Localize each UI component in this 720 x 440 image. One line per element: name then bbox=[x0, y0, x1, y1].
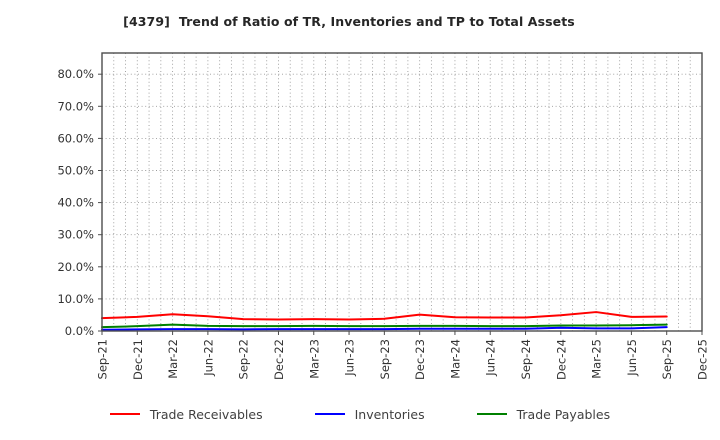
svg-text:Mar-25: Mar-25 bbox=[590, 339, 604, 379]
svg-text:Dec-25: Dec-25 bbox=[696, 339, 710, 380]
legend-line-swatch-blue bbox=[314, 413, 345, 415]
svg-text:60.0%: 60.0% bbox=[57, 131, 94, 145]
svg-text:50.0%: 50.0% bbox=[57, 163, 94, 177]
svg-text:40.0%: 40.0% bbox=[57, 196, 94, 210]
svg-text:80.0%: 80.0% bbox=[57, 67, 94, 81]
series-line-trade-payables bbox=[101, 323, 668, 329]
svg-text:10.0%: 10.0% bbox=[57, 292, 94, 306]
svg-text:Dec-21: Dec-21 bbox=[131, 339, 145, 380]
svg-text:Jun-25: Jun-25 bbox=[625, 339, 639, 377]
line-chart-plot: 0.0% 10.0% 20.0% 30.0% 40.0% 50.0% 60.0% 70.0% 8… bbox=[57, 52, 710, 380]
legend-label: Trade Receivables bbox=[149, 406, 263, 422]
svg-text:30.0%: 30.0% bbox=[57, 228, 94, 242]
gridlines bbox=[102, 53, 702, 331]
x-axis-labels: Sep-21 Dec-21 Mar-22 Jun-22 Sep-22 Dec-22 Mar-… bbox=[96, 339, 710, 380]
svg-text:Dec-23: Dec-23 bbox=[413, 339, 427, 380]
svg-text:Sep-24: Sep-24 bbox=[519, 339, 533, 379]
plot-border bbox=[101, 52, 703, 332]
legend-label: Inventories bbox=[354, 406, 425, 422]
legend-item-inventories: Inventories bbox=[314, 406, 425, 422]
svg-text:70.0%: 70.0% bbox=[57, 99, 94, 113]
svg-text:Sep-22: Sep-22 bbox=[237, 339, 251, 379]
series-line-inventories bbox=[101, 326, 668, 331]
svg-text:Jun-24: Jun-24 bbox=[484, 339, 498, 377]
svg-text:0.0%: 0.0% bbox=[65, 324, 94, 338]
axis-ticks bbox=[98, 73, 703, 335]
legend-label: Trade Payables bbox=[516, 406, 611, 422]
legend-item-trade-payables: Trade Payables bbox=[476, 406, 611, 422]
svg-text:Dec-24: Dec-24 bbox=[554, 339, 568, 380]
svg-text:20.0%: 20.0% bbox=[57, 260, 94, 274]
series-line-trade-receivables bbox=[101, 311, 668, 321]
y-axis-labels: 0.0% 10.0% 20.0% 30.0% 40.0% 50.0% 60.0% 70.0% 8… bbox=[57, 67, 94, 338]
svg-text:Sep-21: Sep-21 bbox=[96, 339, 110, 379]
svg-text:Dec-22: Dec-22 bbox=[272, 339, 286, 380]
chart-legend: Trade Receivables Inventories Trade Paya… bbox=[0, 401, 720, 427]
legend-line-swatch-red bbox=[109, 413, 140, 415]
svg-text:Mar-23: Mar-23 bbox=[307, 339, 321, 379]
svg-text:Mar-22: Mar-22 bbox=[166, 339, 180, 379]
svg-text:Mar-24: Mar-24 bbox=[448, 339, 462, 379]
svg-text:Sep-25: Sep-25 bbox=[660, 339, 674, 379]
legend-line-swatch-green bbox=[476, 413, 507, 415]
svg-text:Jun-23: Jun-23 bbox=[343, 339, 357, 377]
svg-text:Jun-22: Jun-22 bbox=[201, 339, 215, 377]
svg-text:Sep-23: Sep-23 bbox=[378, 339, 392, 379]
chart-title: [4379] Trend of Ratio of TR, Inventories… bbox=[123, 14, 575, 29]
legend-item-trade-receivables: Trade Receivables bbox=[109, 406, 263, 422]
